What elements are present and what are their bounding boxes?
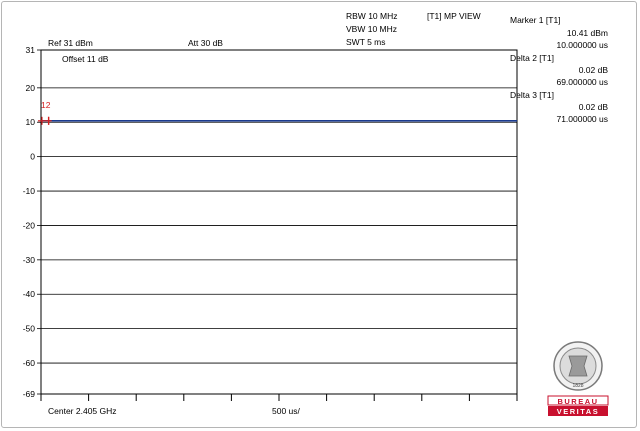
bureau-veritas-logo: 1828 BUREAU VERITAS <box>547 341 609 416</box>
delta3-time: 71.000000 us <box>556 114 608 124</box>
delta2-time: 69.000000 us <box>556 77 608 87</box>
rbw-label: RBW 10 MHz <box>346 11 397 21</box>
marker1-title: Marker 1 [T1] <box>510 15 561 25</box>
y-tick-label: -69 <box>23 389 36 399</box>
delta2-level: 0.02 dB <box>579 65 609 75</box>
trace-mode-label: [T1] MP VIEW <box>427 11 481 21</box>
vbw-label: VBW 10 MHz <box>346 24 397 34</box>
y-tick-label: 10 <box>26 117 36 127</box>
y-tick-label: -20 <box>23 220 36 230</box>
plot-area: 31 20 10 0 -10 -20 -30 -40 -50 -60 -69 <box>23 45 518 401</box>
offset-label: Offset 11 dB <box>62 54 109 64</box>
logo-word2: VERITAS <box>557 407 599 416</box>
logo-year: 1828 <box>572 383 583 389</box>
delta3-level: 0.02 dB <box>579 102 609 112</box>
y-tick-label: -60 <box>23 358 36 368</box>
plot-border <box>40 49 518 395</box>
y-tick-label: -30 <box>23 255 36 265</box>
y-tick-label: -40 <box>23 289 36 299</box>
logo-word1-box <box>547 395 609 406</box>
marker-symbols <box>37 116 52 125</box>
marker-flag-label: 12 <box>41 100 51 110</box>
x-axis-ticks <box>40 394 518 401</box>
y-axis-ticks: 31 20 10 0 -10 -20 -30 -40 -50 -60 -69 <box>23 45 41 399</box>
logo-seal-emblem <box>568 355 588 377</box>
attenuation-label: Att 30 dB <box>188 38 223 48</box>
center-frequency-label: Center 2.405 GHz <box>48 406 117 416</box>
y-tick-label: -50 <box>23 324 36 334</box>
y-tick-label: 0 <box>30 152 35 162</box>
marker1-time: 10.000000 us <box>556 40 608 50</box>
grid-lines <box>41 87 517 364</box>
y-tick-label: -10 <box>23 186 36 196</box>
ref-level-label: Ref 31 dBm <box>48 38 93 48</box>
delta2-title: Delta 2 [T1] <box>510 53 554 63</box>
marker1-level: 10.41 dBm <box>567 28 608 38</box>
logo-word2-box <box>548 406 608 416</box>
delta3-title: Delta 3 [T1] <box>510 90 554 100</box>
logo-word1: BUREAU <box>557 397 598 406</box>
swt-label: SWT 5 ms <box>346 37 386 47</box>
span-per-div-label: 500 us/ <box>272 406 301 416</box>
y-tick-label: 20 <box>26 83 36 93</box>
y-tick-label: 31 <box>26 45 36 55</box>
